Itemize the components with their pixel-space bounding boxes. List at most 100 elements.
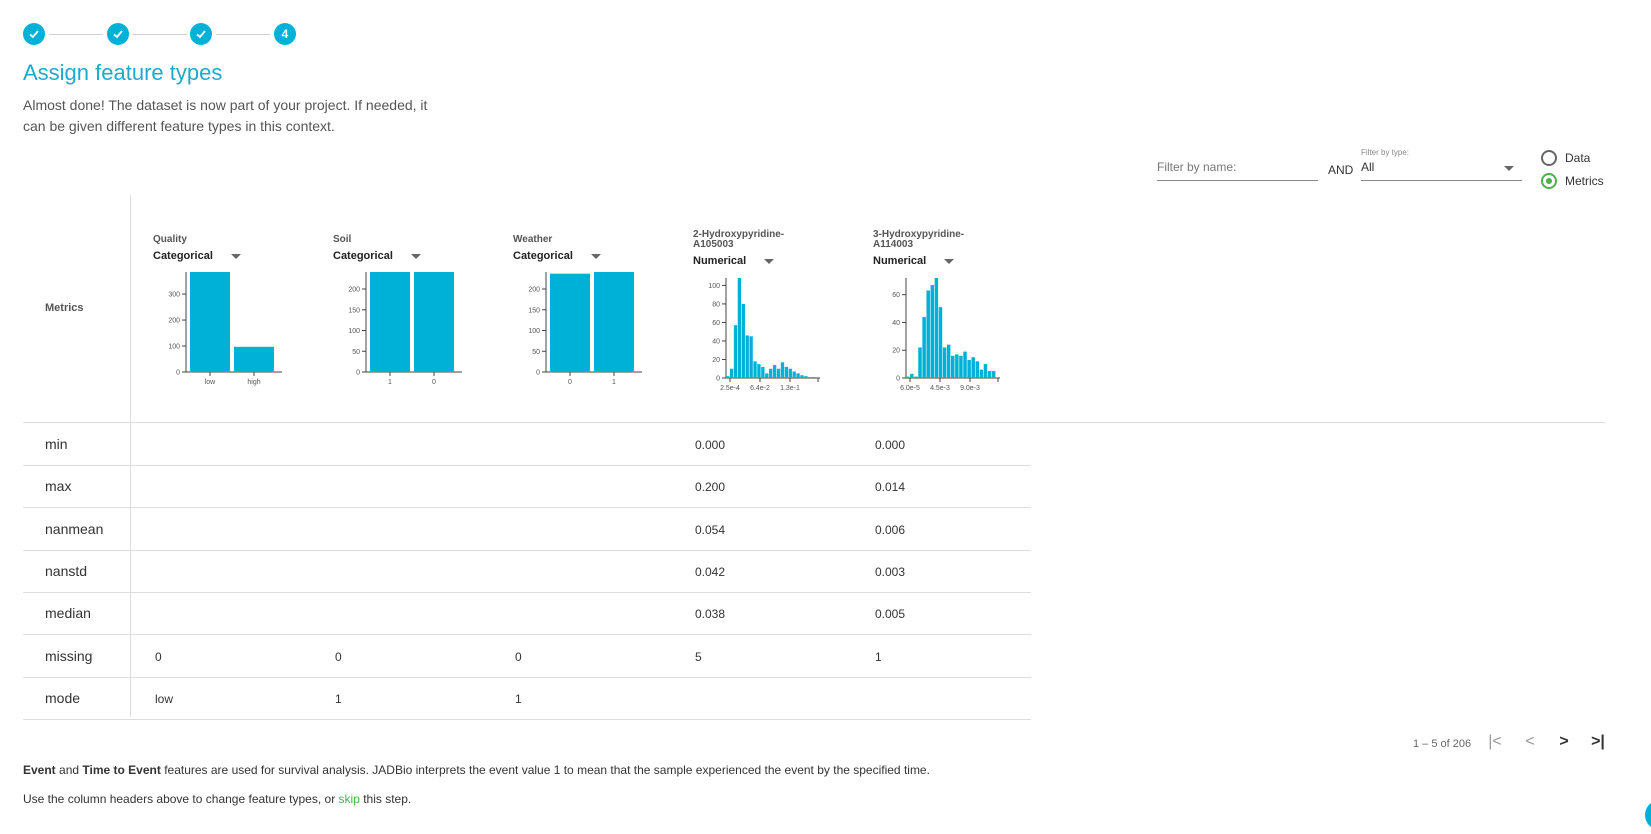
chevron-down-icon (1504, 166, 1514, 171)
help-fab-button[interactable] (1645, 800, 1651, 830)
column-name-line1: 3-Hydroxypyridine- (873, 229, 965, 240)
table-cell: 0.003 (875, 564, 906, 579)
histogram-bar (991, 371, 996, 378)
histogram-bar (729, 368, 734, 378)
x-tick-label: 0 (568, 379, 572, 386)
x-tick-label: low (205, 379, 216, 386)
time-to-event-term: Time to Event (82, 763, 161, 777)
y-tick-label: 60 (892, 292, 900, 299)
column-type-label: Categorical (153, 250, 213, 262)
y-tick-label: 300 (168, 292, 180, 299)
prev-page-button[interactable]: < (1525, 733, 1535, 750)
histogram-bar (914, 376, 918, 378)
table-cell: 0.200 (695, 480, 726, 495)
y-tick-label: 100 (708, 283, 720, 290)
table-cell: 0 (335, 649, 342, 664)
histogram-bar (788, 368, 792, 378)
histogram-bar (234, 346, 274, 372)
x-tick-label: 6.4e-2 (750, 385, 770, 392)
column-name-line1: 2-Hydroxypyridine- (693, 229, 785, 240)
last-page-button[interactable]: >| (1591, 733, 1605, 750)
filter-type-select[interactable]: All (1361, 160, 1522, 181)
row-divider (23, 549, 1031, 551)
histogram-bar (745, 335, 749, 378)
y-tick-label: 50 (352, 349, 360, 356)
row-divider (23, 591, 1031, 593)
column-type-select-2-hydroxypyridine[interactable]: Numerical (693, 255, 775, 267)
step-3-done-icon (190, 23, 212, 45)
row-divider (23, 465, 1031, 466)
y-tick-label: 200 (348, 287, 360, 294)
skip-suffix: this step. (359, 792, 412, 806)
histogram-bar (737, 278, 742, 378)
histogram-bar (987, 371, 992, 378)
column-type-label: Numerical (693, 255, 747, 267)
filter-type-value: All (1361, 160, 1375, 174)
event-term: Event (23, 763, 56, 777)
radio-data[interactable] (1541, 150, 1557, 166)
column-type-select-3-hydroxypyridine[interactable]: Numerical (873, 255, 955, 267)
histogram-bar (804, 376, 808, 378)
column-type-select-soil[interactable]: Categorical (333, 250, 421, 262)
histogram-bar (780, 362, 785, 378)
column-type-select-weather[interactable]: Categorical (513, 250, 601, 262)
first-page-button[interactable]: |< (1488, 733, 1502, 750)
histogram-3-hydroxypyridine: 0 20 40 60 6.0e-5 4.5e-3 9.0e-3 (892, 278, 1000, 392)
step-1-done-icon (23, 23, 45, 45)
table-cell: 0.038 (695, 607, 726, 622)
y-tick-label: 0 (896, 376, 900, 383)
histogram-bar (726, 376, 730, 378)
survival-info-text: Event and Time to Event features are use… (23, 763, 930, 777)
chevron-down-icon (944, 258, 955, 264)
x-tick-label: 4.5e-3 (930, 385, 950, 392)
histogram-bar (942, 347, 947, 378)
histogram-bar (963, 351, 967, 378)
step-connector (49, 34, 103, 35)
y-tick-label: 0 (356, 370, 360, 377)
skip-link[interactable]: skip (338, 792, 360, 806)
y-tick-label: 20 (892, 348, 900, 355)
histogram-bar (757, 364, 761, 378)
column-type-select-quality[interactable]: Categorical (153, 250, 241, 262)
histogram-bar (594, 272, 634, 372)
column-name-line2: A105003 (693, 239, 734, 250)
histogram-bar (792, 371, 796, 378)
row-label-nanstd: nanstd (45, 562, 88, 579)
filter-name-input[interactable]: Filter by name: (1157, 160, 1318, 181)
histogram-bar (938, 307, 943, 378)
radio-data-label: Data (1565, 151, 1591, 165)
histogram-bar (776, 368, 781, 378)
row-label-max: max (45, 478, 72, 495)
histogram-soil: 0 50 100 150 200 1 0 (348, 272, 462, 386)
y-tick-label: 0 (176, 370, 180, 377)
table-cell: 1 (515, 691, 522, 706)
histogram-bar (971, 357, 975, 378)
histogram-bar (812, 377, 816, 378)
y-tick-label: 100 (168, 344, 180, 351)
histogram-bar (753, 361, 757, 378)
filter-type-label: Filter by type: (1361, 148, 1410, 157)
page-title: Assign feature types (23, 60, 223, 85)
histogram-quality: 0 100 200 300 low high (168, 272, 282, 386)
histogram-bar (749, 336, 753, 378)
histogram-bar (784, 366, 789, 378)
table-cell: 0.000 (875, 438, 906, 452)
table-divider (130, 195, 131, 717)
radio-metrics[interactable] (1541, 173, 1557, 189)
y-tick-label: 50 (532, 349, 540, 356)
x-tick-label: 2.5e-4 (720, 385, 740, 392)
histogram-bar (959, 355, 963, 378)
histogram-bar (414, 272, 454, 372)
row-divider (23, 676, 1031, 678)
table-cell: 0 (515, 649, 522, 664)
column-name-line2: A114003 (873, 239, 914, 250)
table-cell: 0.005 (875, 607, 906, 622)
histogram-bar (926, 290, 930, 378)
step-4-current: 4 (274, 23, 296, 45)
skip-prefix: Use the column headers above to change f… (23, 792, 339, 806)
next-page-button[interactable]: > (1559, 733, 1569, 750)
histogram-bar (769, 368, 773, 378)
y-tick-label: 0 (536, 370, 540, 377)
pagination-range: 1 – 5 of 206 (1413, 738, 1472, 750)
histogram-bar (800, 375, 804, 378)
